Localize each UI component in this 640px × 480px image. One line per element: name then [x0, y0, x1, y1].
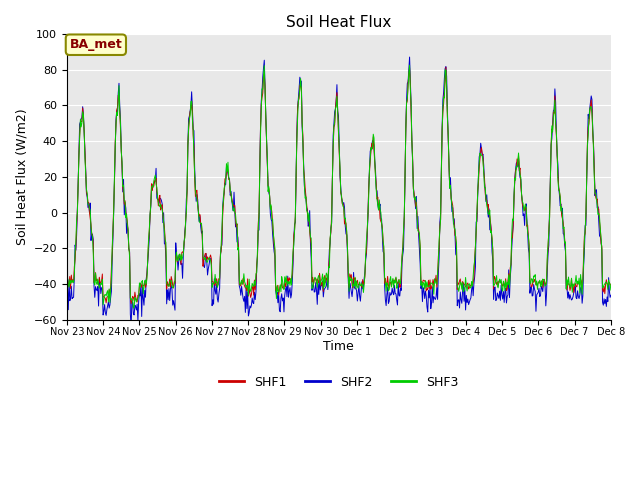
SHF1: [73, 224, 81, 229]
SHF3: [406, 86, 414, 92]
SHF2: [422, 293, 430, 299]
Legend: SHF1, SHF2, SHF3: SHF1, SHF2, SHF3: [214, 371, 463, 394]
SHF1: [129, 295, 137, 300]
SHF2: [73, 232, 81, 238]
SHF3: [422, 285, 430, 290]
SHF1: [607, 282, 614, 288]
SHF2: [127, 324, 135, 330]
SHF3: [607, 287, 614, 293]
SHF3: [129, 305, 137, 311]
SHF1: [127, 301, 135, 307]
SHF1: [442, 64, 450, 70]
SHF1: [406, 65, 413, 71]
SHF3: [214, 285, 221, 290]
SHF1: [185, 127, 193, 133]
X-axis label: Time: Time: [323, 340, 354, 353]
SHF2: [214, 296, 221, 301]
Line: SHF1: SHF1: [67, 67, 611, 304]
SHF2: [406, 77, 414, 83]
SHF1: [214, 280, 221, 286]
Text: BA_met: BA_met: [70, 38, 122, 51]
SHF3: [129, 298, 136, 303]
SHF1: [422, 280, 429, 286]
SHF3: [406, 62, 413, 68]
Title: Soil Heat Flux: Soil Heat Flux: [286, 15, 392, 30]
Y-axis label: Soil Heat Flux (W/m2): Soil Heat Flux (W/m2): [15, 108, 28, 245]
SHF2: [406, 54, 413, 60]
SHF2: [63, 287, 70, 292]
SHF3: [185, 124, 193, 130]
Line: SHF2: SHF2: [67, 57, 611, 327]
SHF3: [73, 217, 81, 223]
SHF1: [63, 270, 70, 276]
SHF3: [63, 268, 70, 274]
SHF2: [607, 292, 614, 298]
SHF2: [129, 311, 137, 316]
Line: SHF3: SHF3: [67, 65, 611, 308]
SHF2: [185, 116, 193, 122]
